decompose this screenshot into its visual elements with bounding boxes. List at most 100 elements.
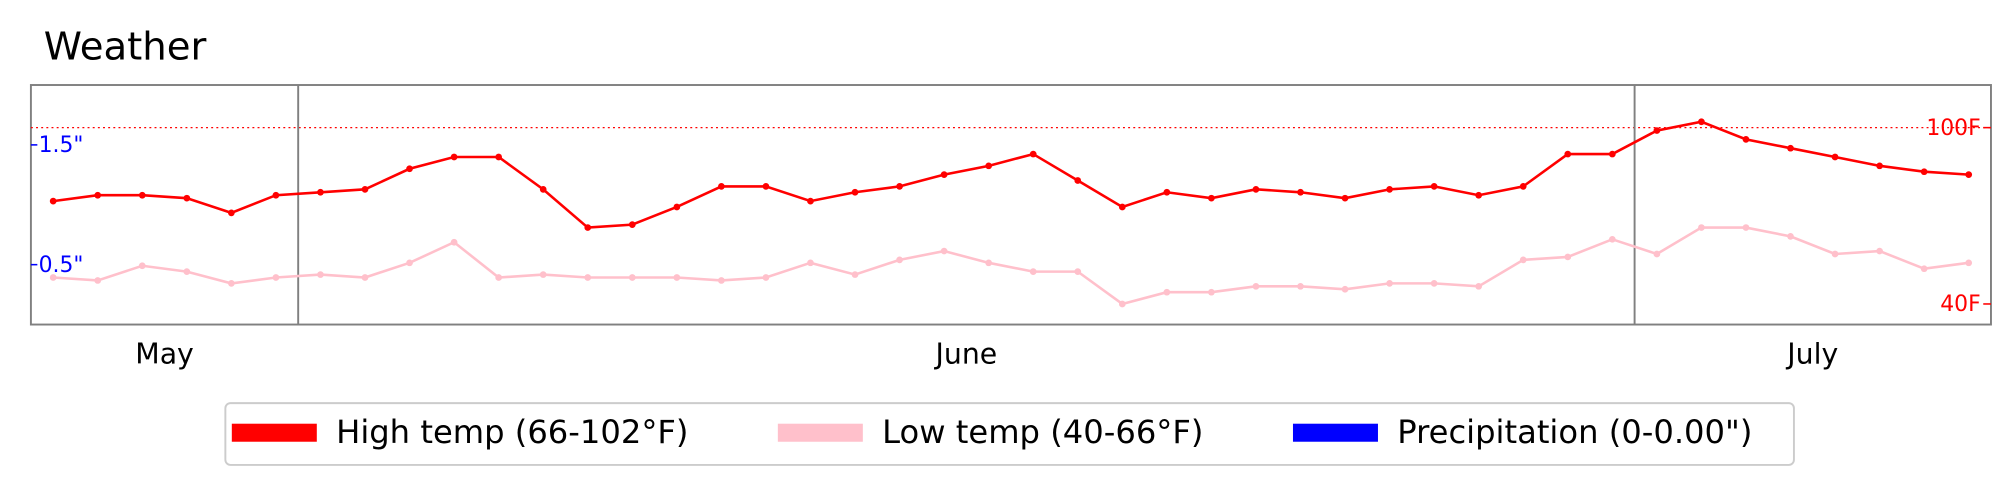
point — [138, 191, 146, 199]
point — [1742, 136, 1750, 143]
chart-title: Weather — [44, 24, 207, 69]
point — [317, 271, 324, 278]
point — [1831, 153, 1839, 161]
point — [495, 153, 502, 161]
point — [539, 185, 547, 193]
point — [1519, 183, 1527, 190]
point — [1475, 191, 1483, 199]
line-series — [53, 226, 1969, 306]
point — [1698, 118, 1705, 126]
point — [183, 194, 191, 202]
point — [317, 188, 324, 196]
point — [1341, 285, 1349, 293]
legend-label: High temp (66-102°F) — [336, 413, 688, 451]
point — [1608, 235, 1616, 243]
point — [450, 153, 458, 161]
point — [1163, 188, 1171, 196]
y-tick-label: 40F — [1940, 292, 1980, 317]
point — [138, 262, 146, 270]
x-tick-label: June — [934, 337, 998, 370]
point — [673, 274, 681, 281]
x-tick-label: July — [1785, 337, 1838, 370]
point — [718, 183, 725, 190]
point — [228, 209, 235, 217]
point — [495, 274, 502, 281]
point — [272, 274, 280, 281]
legend-label: Low temp (40-66°F) — [882, 413, 1203, 451]
point — [807, 259, 814, 267]
point — [1831, 250, 1839, 258]
point — [762, 274, 770, 281]
point — [183, 268, 191, 275]
point — [1252, 185, 1260, 193]
point — [1920, 265, 1928, 273]
point — [406, 165, 413, 173]
point — [1029, 150, 1037, 158]
point — [762, 183, 770, 190]
point — [1341, 194, 1349, 202]
point — [985, 259, 993, 267]
point — [628, 221, 636, 228]
point — [94, 277, 102, 284]
legend-box — [224, 402, 1795, 466]
point — [718, 277, 725, 284]
point — [1787, 144, 1794, 152]
y2-tick-label: 0.5" — [39, 253, 84, 278]
point — [851, 271, 859, 278]
point — [49, 274, 57, 281]
point — [1074, 177, 1082, 184]
point — [1920, 168, 1928, 176]
plot-frame — [29, 84, 1992, 326]
point — [985, 162, 993, 170]
point — [628, 274, 636, 281]
legend-swatch — [231, 423, 317, 442]
point — [673, 203, 681, 211]
point — [450, 238, 458, 246]
y-tick-label: 100F — [1926, 116, 1980, 141]
point — [940, 171, 948, 178]
point — [1208, 194, 1215, 202]
line-series — [53, 120, 1969, 229]
point — [1608, 150, 1616, 158]
point — [1742, 224, 1750, 231]
point — [1698, 224, 1705, 231]
point — [1386, 280, 1393, 287]
point — [1653, 250, 1661, 258]
point — [1564, 253, 1572, 261]
point — [49, 197, 57, 205]
point — [1475, 282, 1483, 290]
point — [1118, 203, 1126, 211]
point — [1208, 288, 1215, 296]
point — [1074, 268, 1082, 275]
legend-swatch — [777, 423, 863, 442]
point — [361, 274, 369, 281]
point — [1252, 282, 1260, 290]
point — [228, 280, 235, 287]
point — [584, 224, 592, 231]
point — [94, 191, 102, 199]
point — [1876, 247, 1883, 255]
point — [406, 259, 413, 267]
point — [1430, 280, 1438, 287]
legend-label: Precipitation (0-0.00") — [1397, 413, 1752, 451]
x-tick-label: May — [135, 337, 194, 370]
point — [1965, 259, 1973, 267]
point — [1564, 150, 1572, 158]
point — [539, 271, 547, 278]
point — [1787, 233, 1794, 240]
point — [807, 197, 814, 205]
point — [1297, 188, 1304, 196]
point — [1876, 162, 1883, 170]
point — [1386, 185, 1393, 193]
point — [584, 274, 592, 281]
point — [1430, 183, 1438, 190]
y2-tick-label: 1.5" — [39, 133, 84, 158]
point — [1029, 268, 1037, 275]
point — [1163, 288, 1171, 296]
point — [1965, 171, 1973, 178]
point — [361, 185, 369, 193]
point — [1653, 127, 1661, 134]
point — [272, 191, 280, 199]
